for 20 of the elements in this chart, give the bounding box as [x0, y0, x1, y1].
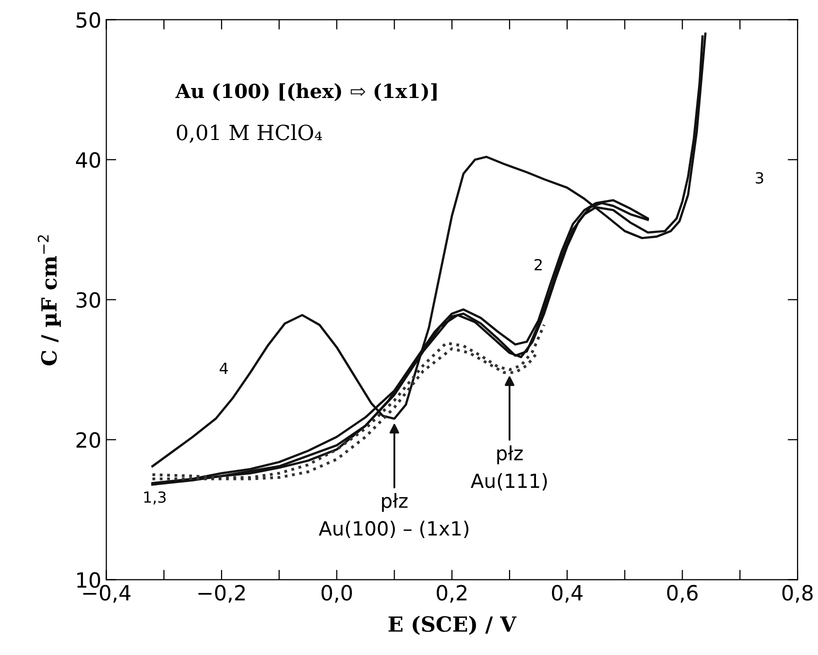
annotation: 4 — [220, 362, 228, 374]
x-tick-label: 0,6 — [667, 584, 698, 603]
annotation: płz Au(111) — [470, 445, 547, 490]
y-tick-label: 50 — [76, 12, 100, 28]
x-tick-label: −0,2 — [198, 584, 245, 603]
y-axis-title: C / µF cm$^{−2}$ — [38, 235, 61, 366]
annotation: 1,3 — [144, 491, 166, 504]
x-axis-title: E (SCE) / V — [388, 616, 517, 635]
x-tick-label: 0,4 — [552, 584, 583, 603]
y-tick-label: 30 — [76, 292, 100, 308]
annotation: 2 — [534, 258, 542, 270]
y-tick-label: 40 — [76, 152, 100, 168]
annotation: Au (100) [(hex) ⇨ (1x1)] — [175, 83, 437, 102]
x-tick-label: 0,8 — [782, 584, 813, 603]
y-tick-label: 20 — [76, 432, 100, 448]
annotation: 0,01 M HClO₄ — [176, 124, 322, 143]
x-tick-label: 0,0 — [322, 584, 352, 603]
annotation: płz Au(100) – (1x1) — [318, 493, 468, 538]
x-tick-label: 0,2 — [436, 584, 466, 603]
annotation: 3 — [756, 172, 764, 184]
